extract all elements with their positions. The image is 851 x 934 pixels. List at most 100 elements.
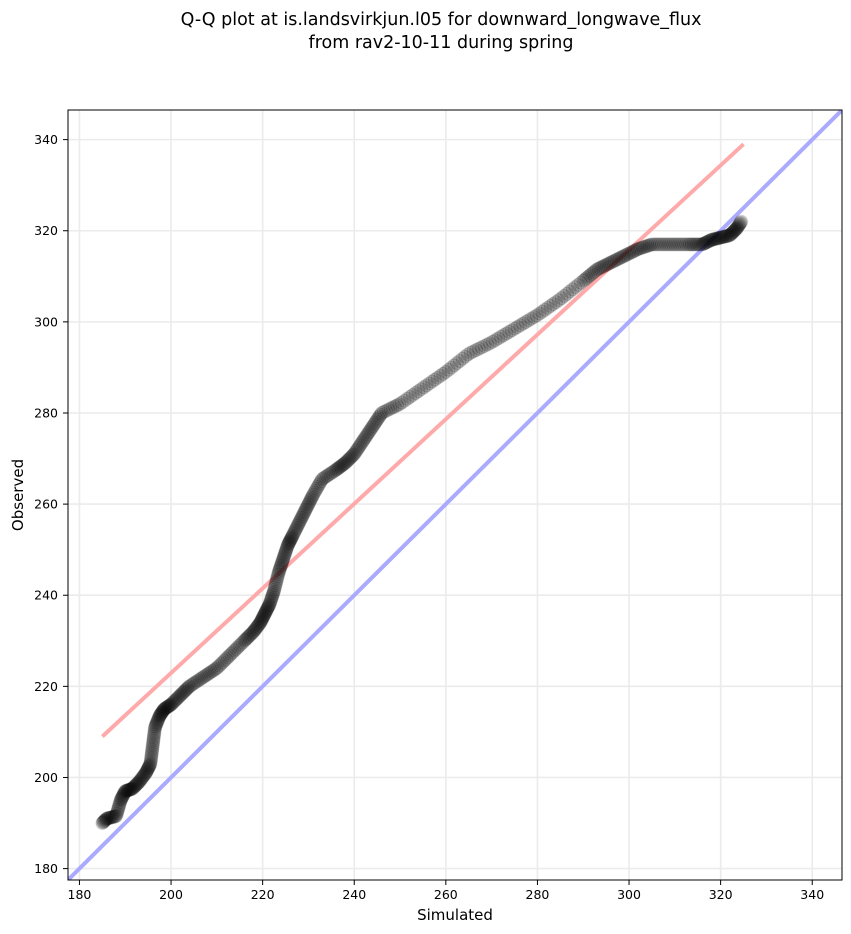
qq-point — [579, 270, 594, 285]
qq-point — [128, 778, 143, 793]
qq-point — [657, 237, 672, 252]
qq-point — [716, 229, 731, 244]
chart-title-line-1: Q-Q plot at is.landsvirkjun.l05 for down… — [181, 10, 702, 30]
qq-point — [254, 612, 269, 627]
qq-point — [184, 677, 199, 692]
qq-point — [584, 266, 599, 281]
qq-point — [145, 742, 160, 757]
qq-point — [663, 237, 678, 252]
qq-point — [568, 280, 583, 295]
qq-point — [101, 811, 116, 826]
qq-point — [609, 252, 624, 267]
qq-point — [127, 779, 142, 794]
qq-point — [247, 623, 262, 638]
qq-point — [97, 813, 112, 828]
qq-point — [283, 533, 298, 548]
qq-point — [347, 447, 362, 462]
qq-point — [116, 787, 131, 802]
qq-point — [145, 740, 160, 755]
qq-point — [150, 715, 165, 730]
qq-point — [292, 513, 307, 528]
qq-point — [632, 241, 647, 256]
qq-point — [586, 265, 601, 280]
qq-point — [256, 608, 271, 623]
qq-point — [488, 333, 503, 348]
y-tick-label: 180 — [34, 861, 58, 876]
qq-point — [214, 656, 229, 671]
qq-point — [224, 646, 239, 661]
qq-point — [732, 217, 747, 232]
qq-point — [112, 797, 127, 812]
qq-point — [597, 258, 612, 273]
qq-point — [290, 518, 305, 533]
qq-point — [328, 463, 343, 478]
qq-point — [258, 605, 273, 620]
qq-point — [153, 707, 168, 722]
qq-point — [98, 812, 113, 827]
qq-point — [256, 609, 271, 624]
qq-point — [532, 306, 547, 321]
qq-point — [140, 761, 155, 776]
qq-point — [372, 409, 387, 424]
qq-point — [436, 366, 451, 381]
qq-point — [251, 617, 266, 632]
qq-point — [469, 343, 484, 358]
qq-point — [117, 785, 132, 800]
qq-point — [338, 455, 353, 470]
qq-point — [127, 779, 142, 794]
qq-point — [197, 669, 212, 684]
qq-point — [115, 789, 130, 804]
qq-point — [271, 567, 286, 582]
qq-point — [717, 229, 732, 244]
qq-point — [507, 321, 522, 336]
qq-point — [275, 555, 290, 570]
qq-point — [355, 433, 370, 448]
qq-point — [350, 442, 365, 457]
qq-point — [137, 767, 152, 782]
qq-point — [323, 466, 338, 481]
qq-point — [279, 540, 294, 555]
qq-point — [108, 809, 123, 824]
qq-point — [703, 233, 718, 248]
qq-point — [427, 372, 442, 387]
qq-point — [232, 638, 247, 653]
qq-point — [374, 406, 389, 421]
qq-point — [724, 226, 739, 241]
qq-point — [562, 284, 577, 299]
qq-point — [447, 358, 462, 373]
qq-point — [141, 760, 156, 775]
qq-point — [267, 582, 282, 597]
qq-point — [147, 720, 162, 735]
qq-point — [650, 237, 665, 252]
qq-point — [698, 235, 713, 250]
qq-point — [319, 468, 334, 483]
qq-point — [727, 223, 742, 238]
qq-point — [300, 499, 315, 514]
qq-point — [105, 810, 120, 825]
qq-point — [336, 457, 351, 472]
y-tick-label: 280 — [34, 405, 58, 420]
qq-point — [239, 631, 254, 646]
qq-point — [639, 239, 654, 254]
qq-point — [493, 329, 508, 344]
qq-point — [233, 637, 248, 652]
qq-point — [502, 324, 517, 339]
qq-point — [637, 239, 652, 254]
qq-point — [162, 698, 177, 713]
qq-point — [276, 550, 291, 565]
qq-point — [729, 222, 744, 237]
qq-point — [144, 749, 159, 764]
qq-point — [106, 809, 121, 824]
qq-point — [225, 645, 240, 660]
qq-point — [288, 522, 303, 537]
y-tick-label: 300 — [34, 314, 58, 329]
qq-point — [277, 547, 292, 562]
qq-point — [262, 597, 277, 612]
qq-point — [596, 259, 611, 274]
qq-point — [318, 470, 333, 485]
y-tick-label: 220 — [34, 679, 58, 694]
qq-point — [180, 681, 195, 696]
qq-point — [243, 627, 258, 642]
qq-point — [361, 425, 376, 440]
qq-point — [383, 401, 398, 416]
